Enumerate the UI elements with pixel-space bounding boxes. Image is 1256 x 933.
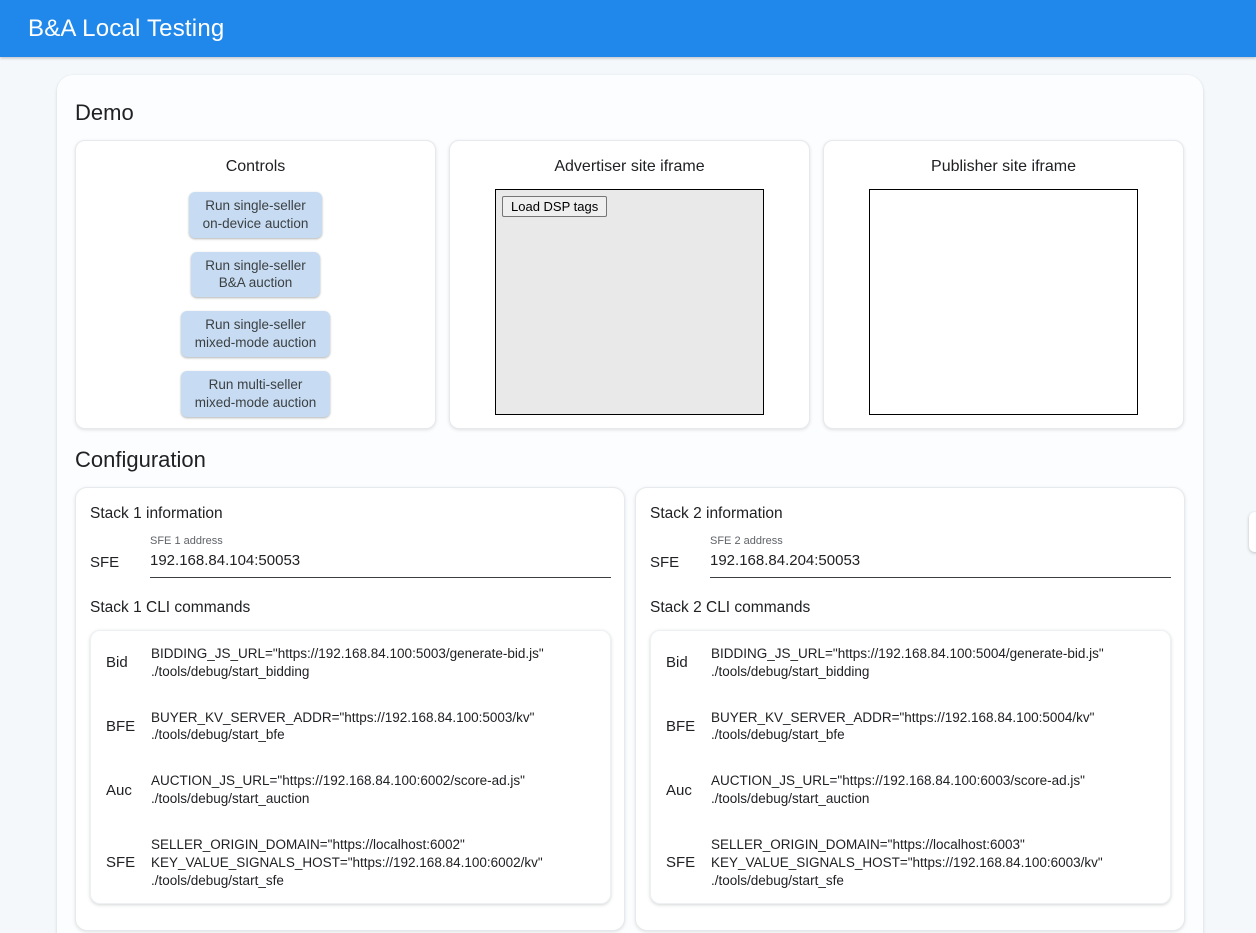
stack-1-cmd-row-auc: Auc AUCTION_JS_URL="https://192.168.84.1…: [106, 772, 598, 808]
cmd-text-bfe: BUYER_KV_SERVER_ADDR="https://192.168.84…: [151, 709, 535, 743]
cmd-label-bid: Bid: [106, 654, 128, 672]
controls-title: Controls: [225, 158, 286, 175]
app-title: B&A Local Testing: [28, 14, 225, 42]
advertiser-iframe: Load DSP tags: [495, 189, 764, 415]
cmd-text-sfe: SELLER_ORIGIN_DOMAIN="https://localhost:…: [711, 836, 1103, 888]
demo-heading: Demo: [75, 100, 134, 125]
stack-1-sfe-label: SFE: [90, 554, 120, 571]
stack-2-cmd-row-bfe: BFE BUYER_KV_SERVER_ADDR="https://192.16…: [666, 709, 1158, 745]
stack-2-card: Stack 2 information SFE SFE 2 address 19…: [635, 487, 1185, 932]
stack-1-sfe-address-label: SFE 1 address: [150, 535, 223, 547]
stack-1-sfe-address-value[interactable]: 192.168.84.104:50053: [150, 552, 301, 569]
stack-1-card: Stack 1 information SFE SFE 1 address 19…: [75, 487, 625, 932]
scrollbar-thumb[interactable]: [1249, 512, 1256, 552]
stack-2-cli-card: Bid BIDDING_JS_URL="https://192.168.84.1…: [650, 630, 1171, 905]
cmd-label-bid: Bid: [666, 654, 688, 672]
stack-2-sfe-address-label: SFE 2 address: [710, 535, 783, 547]
stack-2-cmd-row-bid: Bid BIDDING_JS_URL="https://192.168.84.1…: [666, 645, 1158, 681]
cmd-text-bid: BIDDING_JS_URL="https://192.168.84.100:5…: [151, 646, 544, 679]
stack-2-cli-title: Stack 2 CLI commands: [650, 599, 811, 616]
cmd-text-bid: BIDDING_JS_URL="https://192.168.84.100:5…: [711, 646, 1104, 679]
controls-buttons: Run single-seller on-device auction Run …: [76, 192, 435, 417]
demo-row: Controls Run single-seller on-device auc…: [75, 140, 1185, 429]
advertiser-title: Advertiser site iframe: [554, 158, 705, 175]
cmd-label-sfe: SFE: [666, 854, 696, 872]
controls-card: Controls Run single-seller on-device auc…: [75, 140, 436, 429]
stack-1-sfe-row: SFE SFE 1 address 192.168.84.104:50053: [90, 535, 611, 578]
cmd-label-sfe: SFE: [106, 854, 136, 872]
cmd-text-sfe: SELLER_ORIGIN_DOMAIN="https://localhost:…: [151, 836, 543, 888]
cmd-label-auc: Auc: [106, 781, 132, 799]
stack-2-sfe-label: SFE: [650, 554, 680, 571]
stack-1-cli-title: Stack 1 CLI commands: [90, 599, 251, 616]
run-single-seller-mixed-mode-auction-button[interactable]: Run single-seller mixed-mode auction: [180, 311, 331, 357]
stack-2-cmd-row-auc: Auc AUCTION_JS_URL="https://192.168.84.1…: [666, 772, 1158, 808]
stack-2-cmd-row-sfe: SFE SELLER_ORIGIN_DOMAIN="https://localh…: [666, 836, 1158, 889]
stack-1-info-title: Stack 1 information: [90, 505, 223, 522]
demo-section: Demo Controls Run single-seller on-devic…: [75, 100, 1185, 429]
publisher-card: Publisher site iframe: [823, 140, 1184, 429]
app-header: B&A Local Testing: [0, 0, 1256, 57]
run-multi-seller-mixed-mode-auction-button[interactable]: Run multi-seller mixed-mode auction: [180, 370, 331, 417]
cmd-label-bfe: BFE: [666, 717, 696, 735]
publisher-title: Publisher site iframe: [931, 158, 1076, 175]
publisher-iframe: [869, 189, 1138, 415]
stack-1-cmd-row-bid: Bid BIDDING_JS_URL="https://192.168.84.1…: [106, 645, 598, 681]
configuration-section: Configuration Stack 1 information SFE SF…: [75, 447, 1185, 932]
cmd-text-bfe: BUYER_KV_SERVER_ADDR="https://192.168.84…: [711, 709, 1095, 743]
cmd-label-bfe: BFE: [106, 717, 136, 735]
stack-1-cli-card: Bid BIDDING_JS_URL="https://192.168.84.1…: [90, 630, 611, 905]
run-single-seller-ba-auction-button[interactable]: Run single-seller B&A auction: [191, 251, 320, 298]
run-single-seller-on-device-auction-button[interactable]: Run single-seller on-device auction: [188, 192, 323, 238]
stack-2-sfe-address-value[interactable]: 192.168.84.204:50053: [710, 552, 861, 569]
cmd-label-auc: Auc: [666, 781, 692, 799]
cmd-text-auc: AUCTION_JS_URL="https://192.168.84.100:6…: [711, 773, 1085, 807]
stack-1-cmd-row-bfe: BFE BUYER_KV_SERVER_ADDR="https://192.16…: [106, 709, 598, 745]
advertiser-card: Advertiser site iframe Load DSP tags: [449, 140, 810, 429]
stack-1-cmd-row-sfe: SFE SELLER_ORIGIN_DOMAIN="https://localh…: [106, 836, 598, 889]
configuration-heading: Configuration: [75, 447, 206, 472]
load-dsp-tags-button[interactable]: Load DSP tags: [502, 196, 608, 217]
stack-2-info-title: Stack 2 information: [650, 505, 783, 522]
stack-2-sfe-address-field[interactable]: SFE 2 address 192.168.84.204:50053: [710, 535, 1171, 578]
configuration-row: Stack 1 information SFE SFE 1 address 19…: [75, 487, 1185, 932]
cmd-text-auc: AUCTION_JS_URL="https://192.168.84.100:6…: [151, 773, 525, 807]
stack-2-sfe-row: SFE SFE 2 address 192.168.84.204:50053: [650, 535, 1171, 578]
main-container: Demo Controls Run single-seller on-devic…: [57, 75, 1203, 933]
stack-1-sfe-address-field[interactable]: SFE 1 address 192.168.84.104:50053: [150, 535, 611, 578]
